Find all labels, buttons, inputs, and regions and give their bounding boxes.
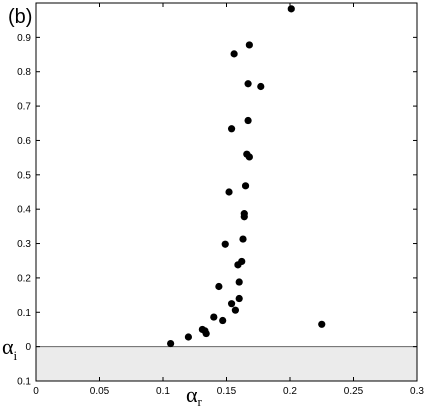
data-point [215, 282, 223, 291]
data-point [227, 125, 236, 133]
data-point [244, 80, 252, 88]
data-point [167, 339, 175, 348]
y-tick-label: 0.1 [17, 308, 31, 319]
y-tick-label: 0.3 [17, 239, 31, 250]
data-point [244, 116, 252, 125]
panel-label: (b) [8, 6, 32, 28]
y-tick-label: 0 [25, 342, 31, 353]
data-point [184, 333, 192, 341]
y-tick-label: 0.4 [17, 205, 31, 216]
y-axis-title: αi [2, 334, 18, 363]
data-point [241, 182, 250, 190]
data-point [225, 188, 233, 196]
data-point [210, 313, 218, 321]
y-axis-title-main: α [2, 334, 14, 359]
y-tick-label: 0.8 [17, 67, 31, 78]
y-tick-label: 0.1 [17, 377, 31, 388]
data-point [219, 316, 227, 325]
y-tick-label: 0.5 [17, 170, 31, 181]
y-tick-label: 0.9 [17, 33, 31, 44]
y-tick-label: 0.7 [17, 102, 31, 113]
ticks-layer: 0 0.05 0.1 0.15 0.2 0.25 0.30.100.10.20.30.40.… [17, 3, 424, 397]
x-axis-title-sub: r [198, 394, 203, 406]
data-point [202, 329, 210, 338]
data-point [235, 294, 243, 303]
x-axis-title-main: α [186, 382, 198, 406]
data-point [287, 5, 295, 13]
data-point [221, 240, 229, 248]
data-point [318, 320, 326, 328]
data-point [235, 278, 243, 286]
data-point [231, 306, 239, 314]
x-tick-label: 0.25 [344, 386, 364, 397]
points-layer [167, 5, 326, 348]
data-point [238, 257, 246, 266]
data-point [230, 50, 238, 58]
x-tick-label: 0 [33, 386, 39, 397]
x-axis-title: αr [186, 382, 203, 406]
y-axis-title-sub: i [14, 348, 18, 363]
y-tick-label: 0.2 [17, 273, 31, 284]
x-tick-label: 0.2 [283, 386, 297, 397]
data-point [245, 153, 253, 161]
data-point [245, 41, 253, 49]
shaded-region [36, 346, 417, 381]
data-point [240, 210, 248, 218]
x-tick-label: 0.05 [90, 386, 110, 397]
x-tick-label: 0.15 [217, 386, 237, 397]
data-point [239, 235, 247, 243]
y-tick-label: 0.6 [17, 136, 31, 147]
x-tick-label: 0.1 [156, 386, 170, 397]
data-point [227, 300, 236, 308]
data-point [257, 82, 265, 91]
x-tick-label: 0.3 [410, 386, 424, 397]
